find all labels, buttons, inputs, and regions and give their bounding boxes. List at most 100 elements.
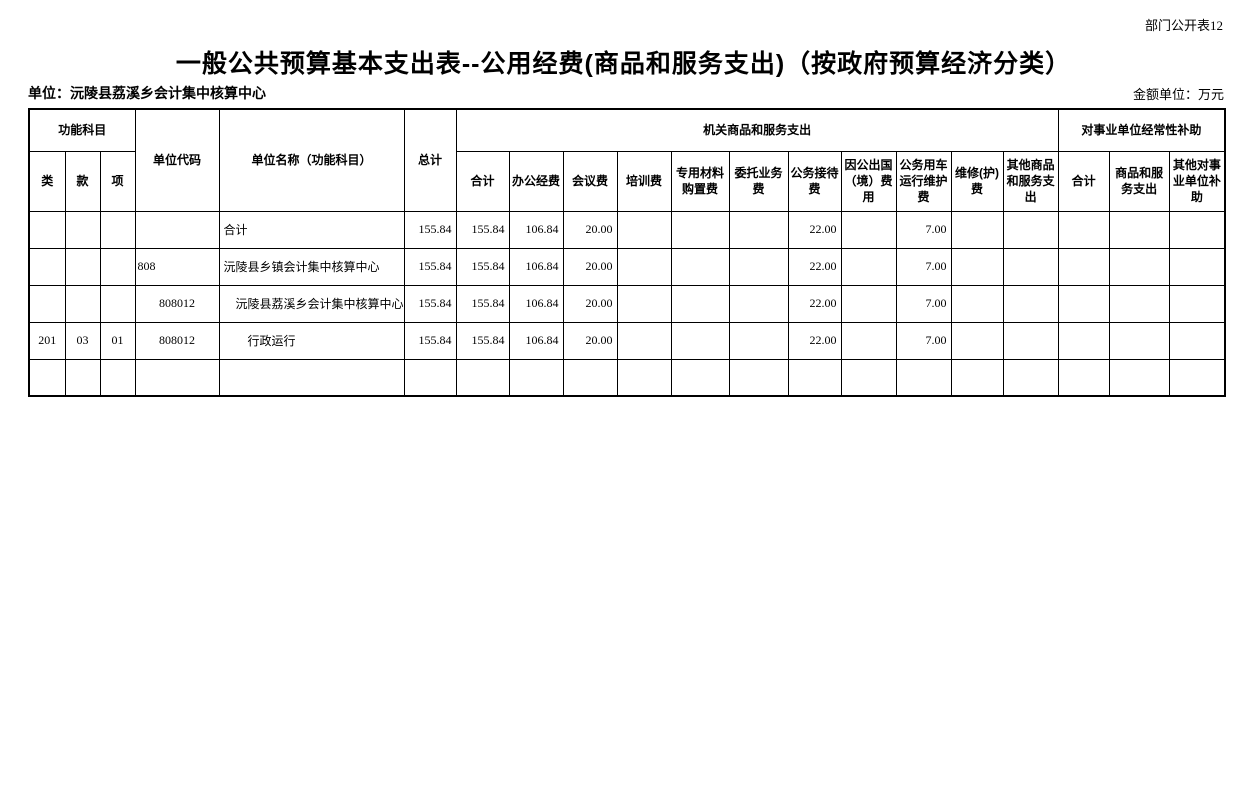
cell-value [728, 210, 789, 249]
cell-value [670, 284, 730, 323]
cell-value [670, 210, 730, 249]
table-row [28, 358, 1226, 397]
cell-unit-name: 行政运行 [218, 321, 405, 360]
col-header-xiang: 项 [99, 150, 136, 212]
table-header: 功能科目 单位代码 单位名称（功能科目） 总计 机关商品和服务支出 对事业单位经… [28, 108, 1226, 212]
cell-value [950, 321, 1004, 360]
page-title: 一般公共预算基本支出表--公用经费(商品和服务支出)（按政府预算经济分类） [175, 50, 1072, 78]
cell-value [1057, 247, 1110, 286]
cell-unit-name: 合计 [218, 210, 405, 249]
cell-lei [28, 284, 66, 323]
table-body: 合计 155.84 155.84 106.84 20.00 22.00 7.00 808 沅陵县… [28, 210, 1226, 397]
cell-value [840, 321, 897, 360]
cell-value [840, 358, 897, 397]
cell-value [840, 210, 897, 249]
col-header-office-expense: 办公经费 [508, 150, 564, 212]
col-header-subsidy-goods-services: 商品和服务支出 [1108, 150, 1170, 212]
cell-unit-code [134, 358, 220, 397]
cell-value [508, 358, 564, 397]
cell-lei [28, 358, 66, 397]
cell-value: 20.00 [562, 284, 618, 323]
cell-value [1108, 358, 1170, 397]
cell-xiang [99, 210, 136, 249]
cell-lei [28, 247, 66, 286]
cell-value [1057, 358, 1110, 397]
cell-value [950, 210, 1004, 249]
col-header-special-material-fee: 专用材料购置费 [670, 150, 730, 212]
cell-value: 106.84 [508, 210, 564, 249]
col-header-entrusted-business-fee: 委托业务费 [728, 150, 789, 212]
cell-value: 155.84 [455, 210, 510, 249]
cell-value: 7.00 [895, 247, 952, 286]
cell-lei: 201 [28, 321, 66, 360]
col-header-unit-name: 单位名称（功能科目） [218, 108, 405, 212]
cell-value [1057, 210, 1110, 249]
cell-value: 20.00 [562, 321, 618, 360]
cell-value: 22.00 [787, 284, 842, 323]
table-row: 201 03 01 808012 行政运行 155.84 155.84 106.84 20.0… [28, 321, 1226, 360]
cell-value [616, 358, 672, 397]
col-header-abroad-fee: 因公出国（境）费用 [840, 150, 897, 212]
col-header-training-fee: 培训费 [616, 150, 672, 212]
cell-value [1057, 321, 1110, 360]
col-header-other-goods-services: 其他商品和服务支出 [1002, 150, 1059, 212]
cell-unit-code [134, 210, 220, 249]
cell-value: 155.84 [455, 284, 510, 323]
cell-value [1108, 321, 1170, 360]
cell-value [616, 247, 672, 286]
cell-unit-code: 808012 [134, 321, 220, 360]
cell-value [1057, 284, 1110, 323]
cell-value [616, 210, 672, 249]
cell-value [1168, 210, 1226, 249]
cell-value [895, 358, 952, 397]
amount-unit-label: 金额单位：万元 [1132, 87, 1224, 102]
cell-xiang [99, 284, 136, 323]
col-header-lei: 类 [28, 150, 66, 212]
cell-value [728, 284, 789, 323]
cell-unit-name [218, 358, 405, 397]
doc-index-label: 部门公开表12 [1144, 18, 1223, 33]
cell-value [840, 284, 897, 323]
cell-kuan [64, 284, 101, 323]
cell-value [1168, 321, 1226, 360]
cell-value [728, 321, 789, 360]
cell-value [455, 358, 510, 397]
col-header-subsidy-other: 其他对事业单位补助 [1168, 150, 1226, 212]
cell-value [728, 358, 789, 397]
cell-value [728, 247, 789, 286]
cell-value: 106.84 [508, 321, 564, 360]
cell-value: 155.84 [455, 247, 510, 286]
table-row: 808012 沅陵县荔溪乡会计集中核算中心 155.84 155.84 106.84 2… [28, 284, 1226, 323]
cell-value [616, 284, 672, 323]
col-header-subsidy-group: 对事业单位经常性补助 [1057, 108, 1226, 152]
cell-value [1002, 358, 1059, 397]
cell-value [670, 247, 730, 286]
cell-value: 22.00 [787, 210, 842, 249]
cell-unit-code: 808012 [134, 284, 220, 323]
cell-value [1002, 321, 1059, 360]
budget-table: 功能科目 单位代码 单位名称（功能科目） 总计 机关商品和服务支出 对事业单位经… [28, 108, 1227, 397]
table-row: 合计 155.84 155.84 106.84 20.00 22.00 7.00 [28, 210, 1226, 249]
cell-value: 7.00 [895, 284, 952, 323]
cell-value [403, 358, 457, 397]
cell-kuan [64, 358, 101, 397]
cell-xiang [99, 247, 136, 286]
col-header-subsidy-subtotal: 合计 [1057, 150, 1110, 212]
cell-kuan: 03 [64, 321, 101, 360]
cell-xiang: 01 [99, 321, 136, 360]
cell-value: 7.00 [895, 321, 952, 360]
cell-value [950, 247, 1004, 286]
cell-value [562, 358, 618, 397]
cell-kuan [64, 210, 101, 249]
cell-value: 155.84 [403, 321, 457, 360]
cell-value [670, 321, 730, 360]
cell-value: 155.84 [455, 321, 510, 360]
col-header-repair-fee: 维修(护)费 [950, 150, 1004, 212]
cell-unit-name: 沅陵县乡镇会计集中核算中心 [218, 247, 405, 286]
cell-kuan [64, 247, 101, 286]
cell-value [1002, 210, 1059, 249]
cell-value [1108, 210, 1170, 249]
cell-value: 106.84 [508, 247, 564, 286]
cell-value [1168, 358, 1226, 397]
